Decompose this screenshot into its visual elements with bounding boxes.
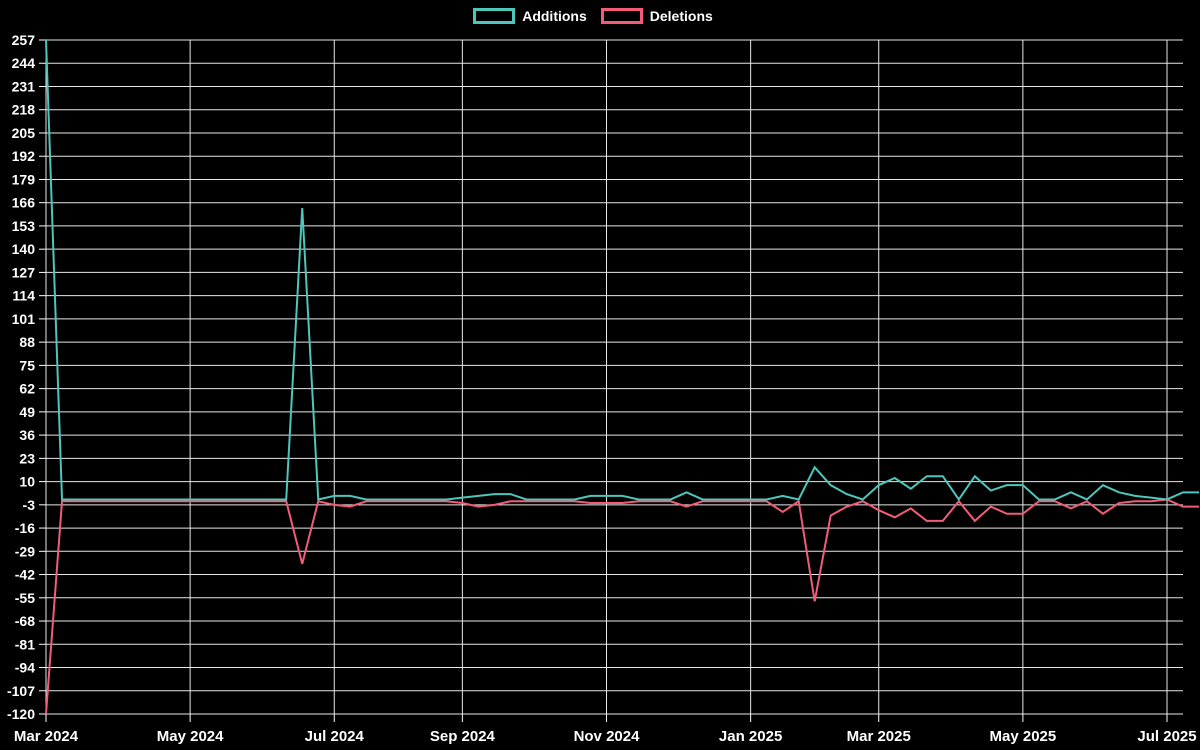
y-tick-label: -16 [15, 520, 35, 536]
y-tick-label: 88 [19, 334, 35, 350]
y-tick-label: 127 [12, 264, 36, 280]
y-tick-label: 166 [12, 195, 36, 211]
x-tick-label: Sep 2024 [430, 728, 496, 745]
x-tick-label: Nov 2024 [574, 728, 641, 745]
y-tick-label: 114 [12, 288, 35, 304]
x-tick-label: May 2025 [990, 728, 1057, 745]
y-tick-label: 140 [12, 241, 36, 257]
y-tick-label: 179 [12, 171, 36, 187]
additions-line [45, 39, 1200, 502]
y-tick-label: -120 [7, 706, 35, 722]
y-tick-label: -107 [7, 683, 35, 699]
y-tick-label: 23 [19, 450, 35, 466]
y-tick-label: 218 [12, 102, 36, 118]
y-tick-label: 231 [12, 78, 36, 94]
y-tick-label: 10 [19, 474, 35, 490]
y-tick-label: 36 [19, 427, 35, 443]
y-tick-label: 153 [12, 218, 36, 234]
legend-label-additions[interactable]: Additions [522, 8, 587, 24]
x-tick-label: Jul 2024 [305, 728, 365, 745]
legend-label-deletions[interactable]: Deletions [649, 8, 713, 24]
x-tick-label: Jan 2025 [719, 728, 782, 745]
legend-swatch-additions[interactable] [473, 8, 516, 24]
y-tick-label: 205 [12, 125, 36, 141]
x-tick-label: Jul 2025 [1137, 728, 1196, 745]
x-tick-label: Mar 2024 [14, 728, 79, 745]
y-tick-label: -94 [15, 660, 35, 676]
y-tick-label: -81 [15, 636, 35, 652]
y-tick-label: -3 [23, 497, 36, 513]
legend: Additions Deletions [0, 8, 1200, 24]
y-tick-label: -29 [15, 543, 35, 559]
y-tick-label: 75 [19, 357, 35, 373]
y-tick-label: 49 [19, 404, 35, 420]
y-tick-label: 62 [19, 381, 35, 397]
y-tick-label: -42 [15, 567, 35, 583]
y-tick-label: 192 [12, 148, 36, 164]
y-tick-label: 244 [12, 55, 36, 71]
y-tick-label: 257 [12, 32, 36, 48]
x-tick-label: Mar 2025 [847, 728, 911, 745]
x-tick-label: May 2024 [157, 728, 224, 745]
legend-swatch-deletions[interactable] [600, 8, 643, 24]
deletions-line [45, 498, 1200, 715]
y-tick-label: 101 [12, 311, 36, 327]
y-tick-label: -68 [15, 613, 35, 629]
y-tick-label: -55 [15, 590, 35, 606]
